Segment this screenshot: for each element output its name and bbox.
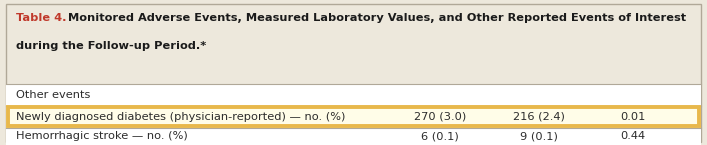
Bar bbox=[8, 107, 699, 126]
Text: 0.01: 0.01 bbox=[620, 112, 645, 122]
Text: 6 (0.1): 6 (0.1) bbox=[421, 131, 459, 141]
Text: 0.44: 0.44 bbox=[620, 131, 645, 141]
Text: Table 4.: Table 4. bbox=[16, 13, 66, 23]
Text: Hemorrhagic stroke — no. (%): Hemorrhagic stroke — no. (%) bbox=[16, 131, 187, 141]
Text: 216 (2.4): 216 (2.4) bbox=[513, 112, 565, 122]
Bar bbox=[6, 84, 701, 145]
Text: Monitored Adverse Events, Measured Laboratory Values, and Other Reported Events : Monitored Adverse Events, Measured Labor… bbox=[64, 13, 686, 23]
Text: during the Follow-up Period.*: during the Follow-up Period.* bbox=[16, 41, 206, 51]
Text: Newly diagnosed diabetes (physician-reported) — no. (%): Newly diagnosed diabetes (physician-repo… bbox=[16, 112, 345, 122]
Text: Other events: Other events bbox=[16, 90, 90, 100]
Bar bbox=[6, 106, 701, 128]
Text: 270 (3.0): 270 (3.0) bbox=[414, 112, 466, 122]
Text: 9 (0.1): 9 (0.1) bbox=[520, 131, 558, 141]
